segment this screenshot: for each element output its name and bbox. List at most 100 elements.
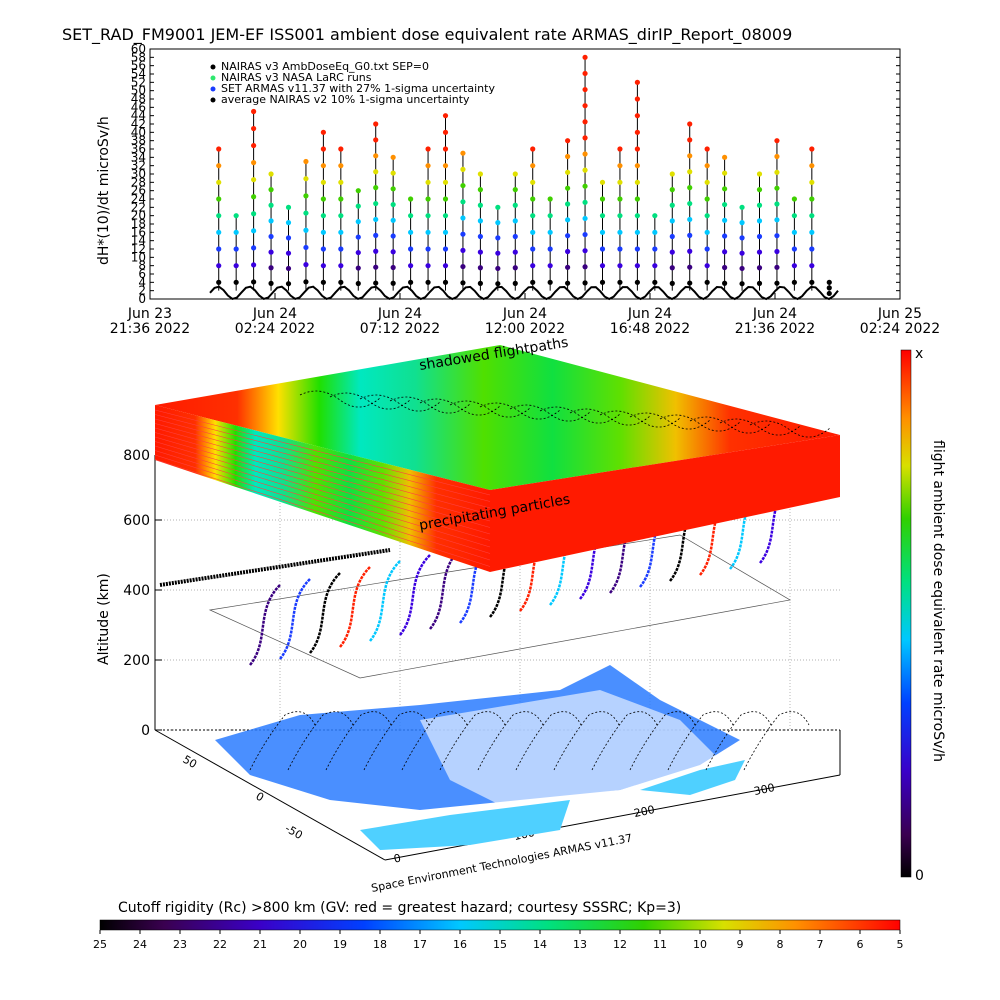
y-tick-label: 4 (138, 275, 146, 289)
armas-data-point (756, 265, 763, 271)
armas-data-point (565, 138, 571, 144)
armas-data-point (477, 218, 483, 224)
armas-data-point (599, 179, 606, 185)
armas-data-point (338, 163, 344, 169)
armas-data-point (687, 121, 693, 127)
y-tick-label: 40 (131, 125, 146, 139)
ground-track (515, 711, 582, 771)
armas-data-point (582, 54, 588, 60)
armas-data-point (530, 179, 536, 185)
y-tick-label: 14 (131, 234, 146, 248)
altitude-tick-label: 600 (123, 513, 150, 529)
armas-data-point (355, 265, 361, 271)
armas-data-point (739, 220, 745, 226)
armas-data-point (460, 182, 466, 189)
armas-data-point (774, 138, 780, 144)
armas-data-point (722, 170, 728, 176)
armas-data-point (512, 249, 518, 255)
armas-data-point (338, 146, 344, 152)
armas-data-point (268, 249, 274, 255)
armas-data-point (722, 249, 728, 255)
armas-data-point (826, 290, 832, 297)
legend-marker (210, 97, 216, 103)
rigidity-tick-label: 9 (737, 938, 744, 951)
armas-data-point (251, 142, 257, 149)
armas-data-point (774, 264, 780, 270)
slab-track-hatch (539, 406, 621, 424)
armas-data-point (268, 202, 274, 208)
armas-data-point (634, 113, 640, 119)
armas-data-point (408, 213, 414, 219)
armas-data-point (512, 171, 518, 177)
y-tick-label: 44 (131, 109, 146, 123)
armas-data-point (216, 196, 222, 202)
slab-layer-line (154, 459, 491, 567)
armas-data-point (722, 233, 728, 239)
legend-marker (210, 64, 216, 70)
armas-data-point (565, 248, 571, 255)
slab-layer-line (154, 436, 491, 535)
armas-data-point (669, 202, 675, 208)
slab-track-hatch (329, 392, 411, 410)
armas-data-point (809, 246, 815, 252)
ground-track (629, 711, 696, 771)
armas-data-point (285, 220, 292, 226)
ocean-patch-south (360, 800, 570, 850)
armas-data-point (652, 213, 658, 219)
rigidity-tick-label: 8 (777, 938, 784, 951)
armas-data-point (442, 146, 449, 152)
armas-data-point (320, 129, 326, 135)
time-series-panel: 0246810121416182022242628303234363840424… (96, 42, 940, 337)
armas-data-point (652, 263, 658, 269)
armas-data-point (477, 265, 483, 271)
armas-data-point (442, 113, 449, 119)
armas-data-point (477, 171, 483, 177)
armas-data-point (634, 229, 640, 235)
ground-track (743, 711, 810, 771)
slab-track-hatch (449, 400, 531, 418)
armas-data-point (547, 213, 553, 219)
armas-data-point (634, 146, 640, 152)
slab-layer-line (154, 432, 491, 528)
rigidity-tick-label: 25 (93, 938, 107, 951)
armas-data-point (687, 137, 693, 143)
dose-slab: shadowed flightpaths precipitating parti… (154, 335, 840, 572)
y-tick-label: 20 (131, 209, 146, 223)
armas-data-point (617, 179, 623, 185)
x-tick-time: 02:24 2022 (860, 321, 940, 337)
armas-data-point (268, 280, 274, 286)
armas-data-point (809, 163, 815, 169)
armas-data-point (303, 158, 309, 165)
armas-data-point (530, 146, 536, 152)
armas-data-point (756, 171, 763, 177)
dose-colorbar-label: flight ambient dose equivalent rate micr… (930, 440, 946, 762)
armas-data-point (704, 229, 710, 235)
legend-entry: SET ARMAS v11.37 with 27% 1-sigma uncert… (221, 82, 495, 95)
armas-data-point (774, 248, 780, 255)
armas-data-point (599, 279, 606, 285)
ground-track (705, 711, 772, 771)
armas-data-point (355, 280, 361, 287)
armas-data-point (582, 70, 588, 77)
armas-data-point (617, 246, 623, 252)
slab-left-face (155, 405, 490, 572)
slab-top-face (155, 345, 840, 490)
armas-data-point (425, 279, 431, 285)
armas-data-point (355, 188, 361, 194)
longitude-tick-label: 200 (633, 803, 656, 820)
ground-track (553, 711, 620, 771)
slab-layer-line (154, 427, 491, 522)
armas-data-point (442, 163, 449, 169)
armas-data-point (408, 196, 414, 202)
rigidity-tick-label: 24 (133, 938, 147, 951)
armas-data-point (704, 146, 710, 152)
armas-data-point (390, 264, 396, 271)
armas-data-point (460, 231, 466, 237)
slab-track-hatch (719, 418, 801, 436)
armas-data-point (233, 279, 239, 285)
armas-data-point (338, 179, 344, 185)
orbit-track (309, 572, 341, 654)
ground-track (325, 711, 392, 771)
armas-data-point (687, 216, 693, 223)
